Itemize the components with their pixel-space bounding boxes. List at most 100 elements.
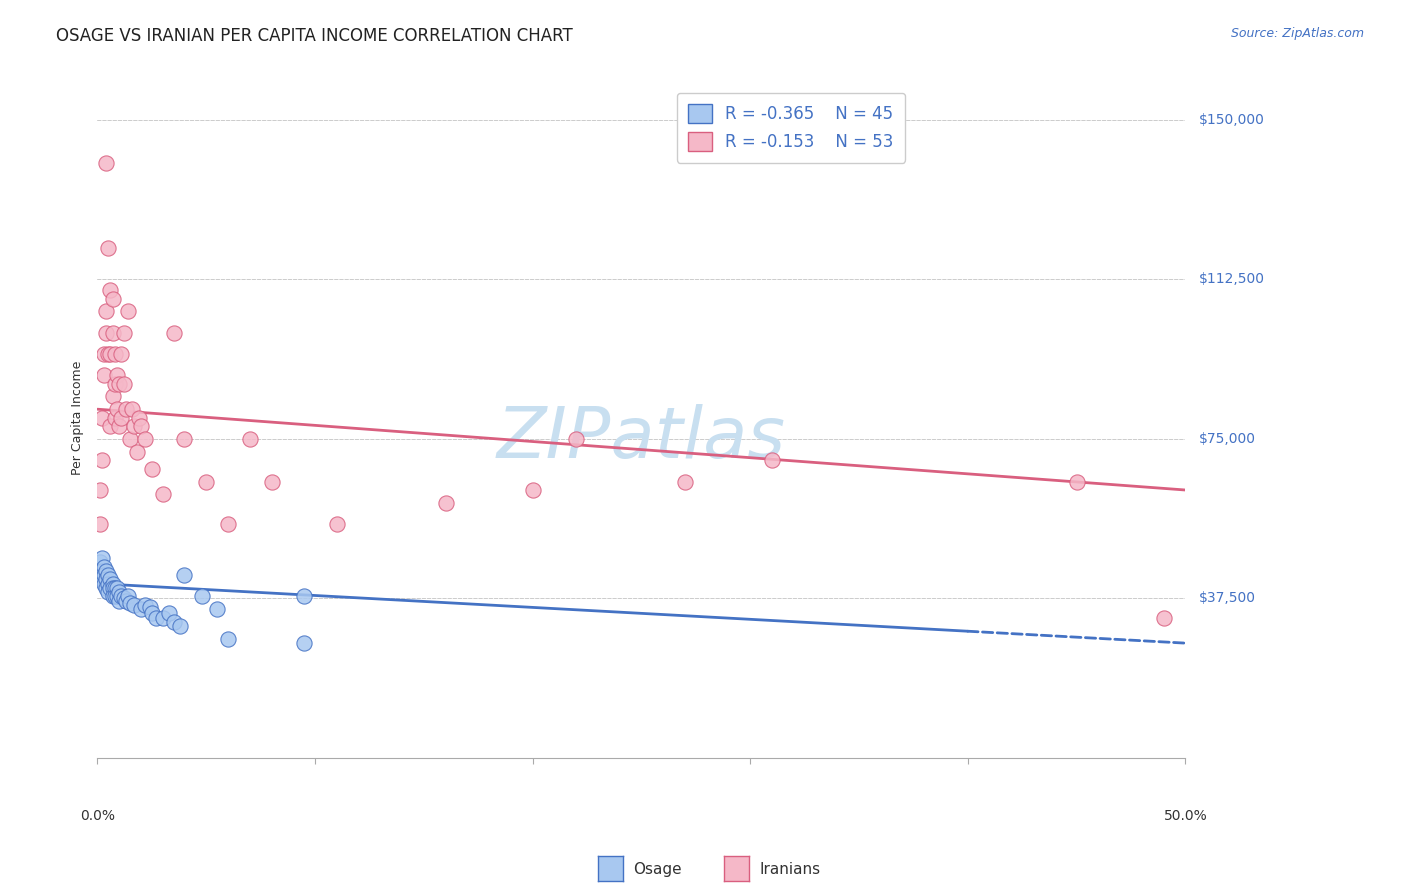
Point <box>326 516 349 531</box>
Point <box>173 568 195 582</box>
Point <box>110 347 132 361</box>
Point <box>97 576 120 591</box>
Point <box>120 596 142 610</box>
Point <box>565 432 588 446</box>
Point <box>173 432 195 446</box>
Point <box>169 619 191 633</box>
Point <box>157 607 180 621</box>
Point <box>292 636 315 650</box>
Point <box>104 581 127 595</box>
Text: Source: ZipAtlas.com: Source: ZipAtlas.com <box>1230 27 1364 40</box>
Point <box>522 483 544 497</box>
Point <box>90 564 112 578</box>
Point <box>124 419 146 434</box>
Point <box>128 410 150 425</box>
Text: Osage: Osage <box>633 863 682 877</box>
Point <box>105 581 128 595</box>
Point <box>97 347 120 361</box>
Point <box>152 610 174 624</box>
Point <box>162 615 184 629</box>
Point <box>101 326 124 340</box>
Point <box>90 572 112 586</box>
Point <box>434 496 457 510</box>
Point <box>292 590 315 604</box>
Text: ZIPatlas: ZIPatlas <box>496 403 786 473</box>
Point <box>761 453 783 467</box>
Point <box>90 551 112 566</box>
Point <box>93 559 115 574</box>
Point <box>101 292 124 306</box>
Text: $150,000: $150,000 <box>1198 113 1264 127</box>
Point <box>124 598 146 612</box>
Text: 50.0%: 50.0% <box>1164 809 1208 823</box>
Point <box>108 585 131 599</box>
Point <box>120 432 142 446</box>
Point <box>97 241 120 255</box>
Point <box>100 283 122 297</box>
Point <box>112 326 135 340</box>
Point <box>100 419 122 434</box>
Point <box>1066 475 1088 489</box>
Point <box>205 602 228 616</box>
Point <box>129 419 152 434</box>
Point <box>239 432 262 446</box>
Point <box>94 581 117 595</box>
Point <box>89 516 111 531</box>
Point <box>121 402 143 417</box>
Point <box>217 516 239 531</box>
Point <box>112 376 135 391</box>
Point <box>94 326 117 340</box>
Point <box>108 593 131 607</box>
Point <box>94 304 117 318</box>
Point <box>673 475 696 489</box>
Point <box>260 475 283 489</box>
Point <box>93 347 115 361</box>
Point <box>93 568 115 582</box>
Point <box>100 347 122 361</box>
Point <box>94 572 117 586</box>
Point <box>101 581 124 595</box>
Text: OSAGE VS IRANIAN PER CAPITA INCOME CORRELATION CHART: OSAGE VS IRANIAN PER CAPITA INCOME CORRE… <box>56 27 574 45</box>
Point <box>97 585 120 599</box>
Point <box>105 590 128 604</box>
Point <box>138 599 160 614</box>
Point <box>134 432 156 446</box>
Point <box>100 581 122 595</box>
Point <box>191 590 214 604</box>
Point <box>195 475 218 489</box>
Point <box>110 590 132 604</box>
Point <box>105 368 128 383</box>
Point <box>114 402 136 417</box>
Point <box>93 368 115 383</box>
Point <box>145 610 167 624</box>
Point <box>101 389 124 403</box>
Point <box>117 590 139 604</box>
Point <box>114 593 136 607</box>
Point <box>94 564 117 578</box>
Point <box>125 444 148 458</box>
Point <box>89 483 111 497</box>
Point <box>94 155 117 169</box>
Point <box>101 590 124 604</box>
Point <box>110 410 132 425</box>
Point <box>117 304 139 318</box>
Point <box>141 607 163 621</box>
Point <box>217 632 239 646</box>
Point <box>90 410 112 425</box>
Point <box>100 572 122 586</box>
Point <box>108 419 131 434</box>
Point <box>108 376 131 391</box>
Point <box>129 602 152 616</box>
Text: $112,500: $112,500 <box>1198 272 1264 286</box>
Point <box>90 453 112 467</box>
Text: Iranians: Iranians <box>759 863 820 877</box>
Point <box>104 410 127 425</box>
Point <box>112 591 135 606</box>
Point <box>152 487 174 501</box>
Y-axis label: Per Capita Income: Per Capita Income <box>72 360 84 475</box>
Legend: R = -0.365    N = 45, R = -0.153    N = 53: R = -0.365 N = 45, R = -0.153 N = 53 <box>676 93 905 162</box>
Point <box>104 347 127 361</box>
Text: $75,000: $75,000 <box>1198 432 1256 446</box>
Point <box>1153 610 1175 624</box>
Point <box>141 461 163 475</box>
